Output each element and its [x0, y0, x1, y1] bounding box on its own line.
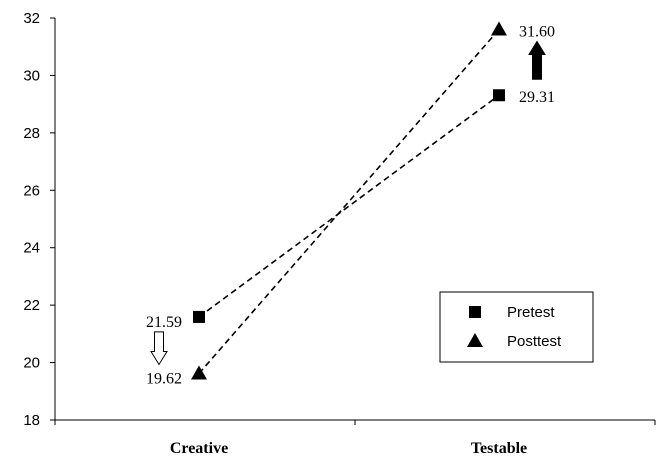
- legend-marker-square: [469, 306, 481, 318]
- marker-square: [493, 89, 505, 102]
- y-tick-label: 24: [23, 240, 40, 257]
- legend-marker-triangle: [467, 333, 483, 347]
- legend: Pretest Posttest: [439, 291, 594, 363]
- data-label: 29.31: [519, 89, 555, 106]
- y-tick-label: 22: [23, 297, 40, 314]
- data-label: 19.62: [146, 370, 182, 387]
- x-category-label: Creative: [170, 440, 228, 457]
- y-axis-ticks: 18 20 22 24 26 28 30 32: [23, 10, 55, 429]
- y-tick-label: 32: [23, 10, 40, 27]
- series-line-posttest: [198, 28, 500, 375]
- data-labels: 21.59 29.31 19.62 31.60: [146, 23, 555, 387]
- legend-label: Posttest: [507, 333, 562, 350]
- data-label: 31.60: [519, 23, 555, 40]
- series-markers: [191, 21, 507, 380]
- change-arrow-down-icon: [150, 331, 168, 366]
- y-tick-label: 26: [23, 182, 40, 199]
- x-axis-ticks: Creative Testable: [54, 420, 656, 457]
- legend-box: [439, 291, 594, 363]
- series-line-pretest: [198, 94, 500, 318]
- change-arrows: [150, 40, 546, 366]
- marker-square: [193, 310, 205, 323]
- y-tick-label: 30: [23, 67, 40, 84]
- y-tick-label: 18: [23, 412, 40, 429]
- legend-label: Pretest: [507, 304, 555, 321]
- y-tick-label: 28: [23, 125, 40, 142]
- x-category-label: Testable: [471, 440, 527, 457]
- marker-triangle: [491, 21, 507, 36]
- change-arrow-up-icon: [528, 40, 546, 80]
- marker-triangle: [191, 365, 207, 380]
- y-tick-label: 20: [23, 355, 40, 372]
- data-label: 21.59: [146, 314, 182, 331]
- series-lines: [198, 28, 500, 375]
